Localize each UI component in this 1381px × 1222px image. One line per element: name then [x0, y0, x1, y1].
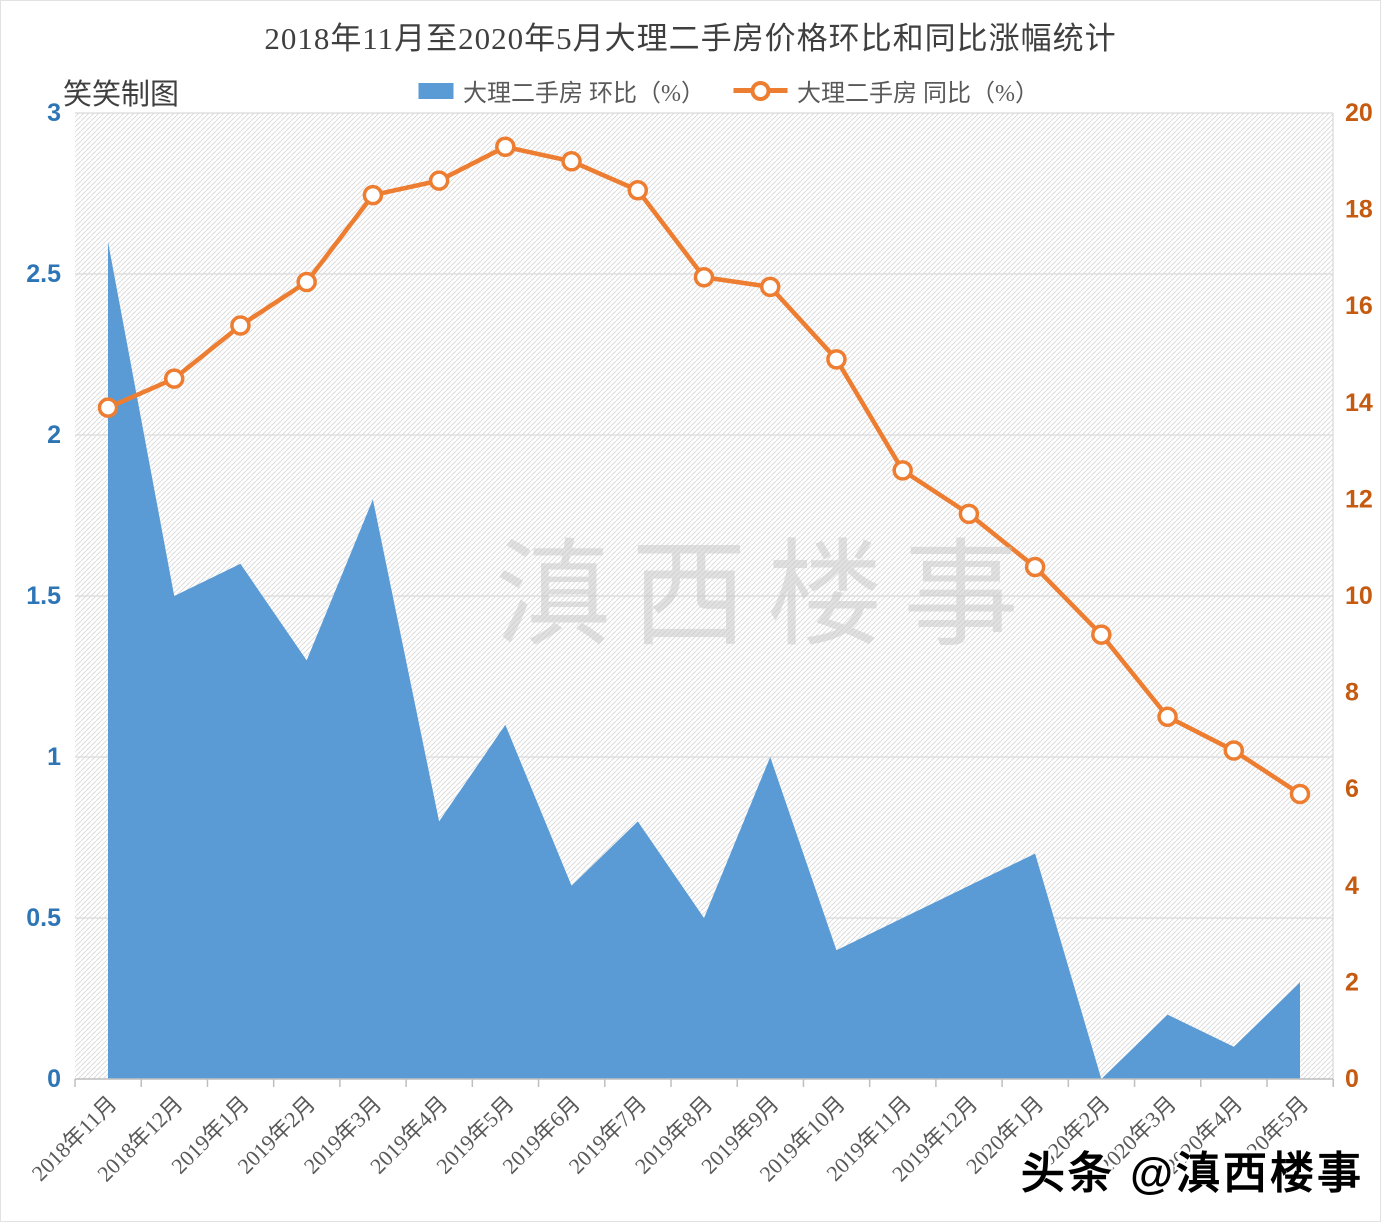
svg-text:1.5: 1.5: [26, 582, 61, 610]
svg-text:2: 2: [47, 421, 61, 449]
svg-text:8: 8: [1345, 679, 1359, 707]
svg-text:0: 0: [1345, 1065, 1359, 1093]
area-swatch-icon: [418, 82, 453, 99]
credit-label: 笑笑制图: [63, 79, 180, 111]
svg-text:0.5: 0.5: [26, 904, 61, 932]
svg-text:10: 10: [1345, 582, 1373, 610]
toutiao-watermark: 头条 @滇西楼事: [1020, 1149, 1364, 1198]
legend: 大理二手房 环比（%） 大理二手房 同比（%）: [418, 73, 1039, 108]
svg-text:18: 18: [1345, 196, 1373, 224]
svg-text:14: 14: [1345, 389, 1373, 417]
legend-label-mom: 大理二手房 环比（%）: [463, 81, 705, 107]
svg-text:6: 6: [1345, 775, 1359, 803]
svg-text:4: 4: [1345, 872, 1359, 900]
legend-item-yoy: 大理二手房 同比（%）: [733, 73, 1039, 108]
svg-text:滇西楼事: 滇西楼事: [495, 533, 1039, 661]
svg-text:12: 12: [1345, 485, 1373, 513]
svg-text:0: 0: [47, 1065, 61, 1093]
chart-title: 2018年11月至2020年5月大理二手房价格环比和同比涨幅统计: [264, 21, 1117, 56]
svg-text:2.5: 2.5: [26, 260, 61, 288]
line-marker-swatch-icon: [733, 80, 787, 101]
svg-text:16: 16: [1345, 292, 1373, 320]
svg-text:2: 2: [1345, 968, 1359, 996]
svg-text:3: 3: [47, 99, 61, 127]
legend-label-yoy: 大理二手房 同比（%）: [797, 81, 1039, 107]
legend-item-mom: 大理二手房 环比（%）: [418, 73, 705, 108]
svg-text:20: 20: [1345, 99, 1373, 127]
svg-text:1: 1: [47, 743, 61, 771]
